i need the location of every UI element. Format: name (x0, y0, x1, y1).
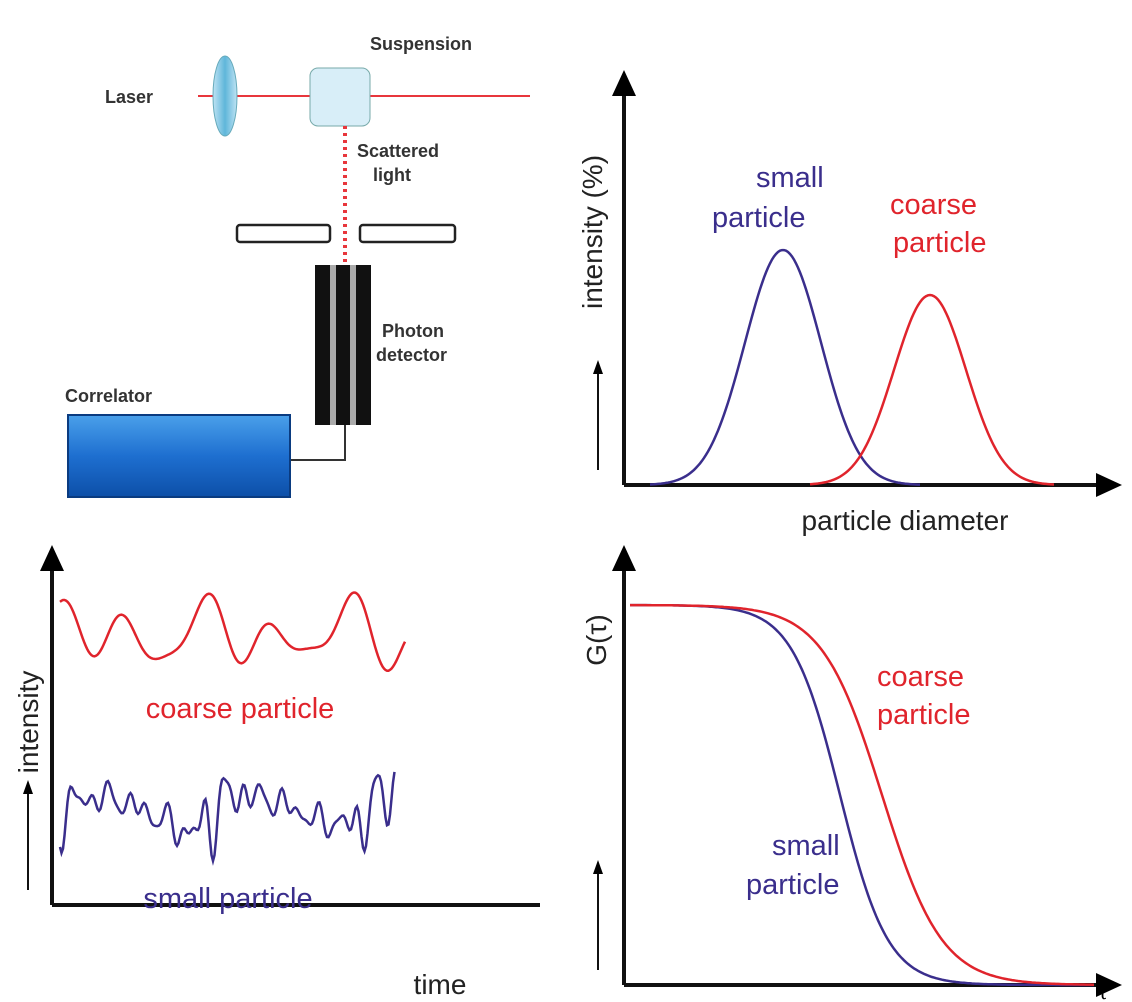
correlator (67, 414, 291, 498)
label: Photon (382, 321, 444, 341)
label: coarse particle (146, 693, 335, 725)
label: detector (376, 345, 447, 365)
label: small (756, 162, 824, 194)
axis (50, 565, 540, 907)
axis-label: time (414, 969, 467, 1000)
axis-label: intensity (%) (577, 155, 608, 309)
axes (23, 70, 1122, 997)
cuvette (309, 67, 371, 127)
label: Correlator (65, 386, 152, 406)
label: Suspension (370, 34, 472, 54)
arrowhead (612, 545, 636, 571)
curves (58, 248, 1094, 987)
label: coarse (877, 661, 964, 693)
label: Laser (105, 87, 153, 107)
detector-stripe (350, 265, 356, 425)
label: light (373, 165, 411, 185)
axis-label: G(τ) (581, 614, 612, 666)
arrowhead (23, 780, 33, 794)
label: small (772, 830, 840, 862)
curve (809, 293, 1055, 486)
slit (235, 223, 332, 244)
curve (58, 771, 396, 866)
arrowhead (612, 70, 636, 96)
arrowhead (593, 360, 603, 374)
label: particle (893, 227, 987, 259)
lens (212, 55, 238, 137)
curve (649, 248, 920, 486)
axis (622, 90, 1105, 487)
curve (59, 591, 407, 672)
label: Scattered (357, 141, 439, 161)
axis-label: particle diameter (802, 505, 1009, 536)
cable (290, 425, 346, 461)
detector (315, 265, 371, 425)
label: coarse (890, 189, 977, 221)
arrowhead (593, 860, 603, 874)
arrowhead (1096, 973, 1122, 997)
axis-label: τ (1097, 980, 1108, 1002)
label: particle (712, 202, 806, 234)
label: particle (877, 699, 971, 731)
setup: Suspension Laser Scattered light Photon … (65, 34, 530, 498)
curve (630, 603, 1094, 986)
label: small particle (143, 883, 312, 915)
curve (630, 603, 1094, 987)
axis-label: intensity (13, 671, 44, 774)
axis (622, 565, 1105, 987)
detector-stripe (330, 265, 336, 425)
slit (358, 223, 457, 244)
arrowhead (1096, 473, 1122, 497)
label: particle (746, 869, 840, 901)
arrowhead (40, 545, 64, 571)
